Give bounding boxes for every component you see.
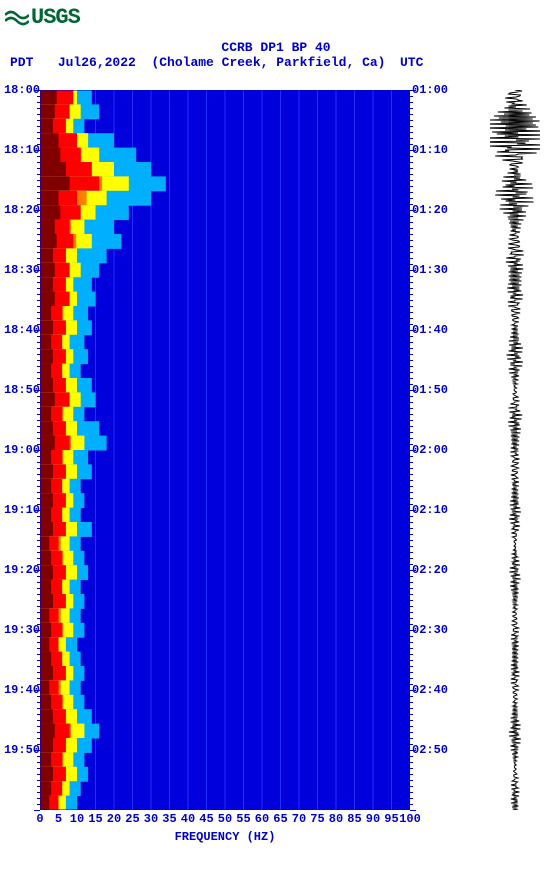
frequency-axis-ticks: 0510152025303540455055606570758085909510… bbox=[40, 812, 410, 832]
frequency-tick: 15 bbox=[88, 812, 102, 826]
frequency-tick: 45 bbox=[199, 812, 213, 826]
frequency-tick: 55 bbox=[236, 812, 250, 826]
frequency-tick: 65 bbox=[273, 812, 287, 826]
frequency-tick: 90 bbox=[366, 812, 380, 826]
utc-tick: 02:40 bbox=[412, 683, 448, 697]
frequency-tick: 25 bbox=[125, 812, 139, 826]
frequency-tick: 0 bbox=[36, 812, 43, 826]
usgs-wave-icon bbox=[5, 9, 29, 27]
frequency-tick: 40 bbox=[181, 812, 195, 826]
utc-tick: 01:30 bbox=[412, 263, 448, 277]
utc-tick: 01:00 bbox=[412, 83, 448, 97]
utc-axis-ticks: 01:0001:1001:2001:3001:4001:5002:0002:10… bbox=[412, 90, 457, 810]
spectrogram-plot bbox=[40, 90, 410, 810]
frequency-axis-label: FREQUENCY (HZ) bbox=[40, 830, 410, 844]
utc-tick: 02:30 bbox=[412, 623, 448, 637]
frequency-tick: 70 bbox=[292, 812, 306, 826]
logo-text: USGS bbox=[31, 5, 80, 30]
frequency-tick: 95 bbox=[384, 812, 398, 826]
frequency-tick: 60 bbox=[255, 812, 269, 826]
right-tick-marks bbox=[410, 90, 416, 810]
left-timezone-label: PDT bbox=[10, 55, 50, 70]
chart-title: CCRB DP1 BP 40 bbox=[0, 40, 552, 55]
frequency-tick: 10 bbox=[70, 812, 84, 826]
seismogram-trace bbox=[490, 90, 540, 810]
frequency-tick: 75 bbox=[310, 812, 324, 826]
frequency-tick: 50 bbox=[218, 812, 232, 826]
frequency-tick: 35 bbox=[162, 812, 176, 826]
utc-tick: 01:10 bbox=[412, 143, 448, 157]
utc-tick: 01:40 bbox=[412, 323, 448, 337]
chart-date: Jul26,2022 bbox=[58, 55, 136, 70]
utc-tick: 02:00 bbox=[412, 443, 448, 457]
frequency-tick: 100 bbox=[399, 812, 421, 826]
chart-location: (Cholame Creek, Parkfield, Ca) bbox=[151, 55, 385, 70]
frequency-tick: 5 bbox=[55, 812, 62, 826]
right-timezone-label: UTC bbox=[400, 55, 423, 70]
utc-tick: 01:50 bbox=[412, 383, 448, 397]
utc-tick: 02:20 bbox=[412, 563, 448, 577]
utc-tick: 01:20 bbox=[412, 203, 448, 217]
utc-tick: 02:50 bbox=[412, 743, 448, 757]
chart-header: CCRB DP1 BP 40 PDT Jul26,2022 (Cholame C… bbox=[0, 40, 552, 70]
frequency-tick: 80 bbox=[329, 812, 343, 826]
frequency-tick: 20 bbox=[107, 812, 121, 826]
frequency-tick: 30 bbox=[144, 812, 158, 826]
usgs-logo: USGS bbox=[5, 5, 80, 30]
frequency-tick: 85 bbox=[347, 812, 361, 826]
left-tick-marks bbox=[34, 90, 40, 810]
utc-tick: 02:10 bbox=[412, 503, 448, 517]
